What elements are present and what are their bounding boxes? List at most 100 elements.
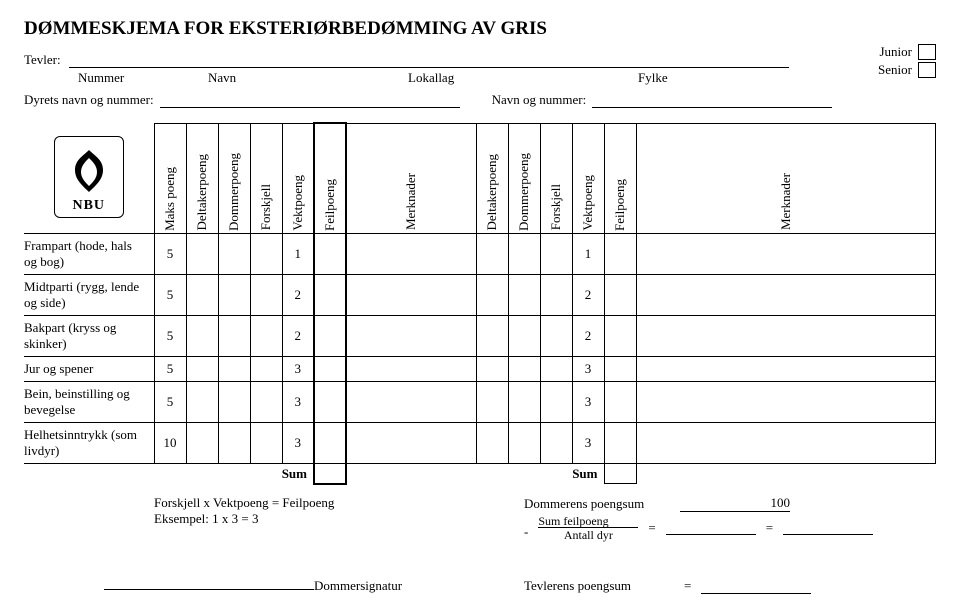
forskjell-cell-2[interactable] [540,233,572,274]
vekt-cell-2: 3 [572,422,604,463]
deltaker-cell-1[interactable] [186,233,218,274]
forskjell-cell-1[interactable] [250,381,282,422]
navn-nummer-label: Navn og nummer: [492,92,587,108]
scoring-table: NBU Maks poeng Deltakerpoeng Dommerpoeng… [24,122,936,485]
sum-cell-2[interactable] [604,463,636,484]
row-label: Jur og spener [24,356,154,381]
deltaker-cell-2[interactable] [476,274,508,315]
forskjell-cell-2[interactable] [540,422,572,463]
forskjell-cell-2[interactable] [540,274,572,315]
forskjell-cell-1[interactable] [250,356,282,381]
feil-cell-1[interactable] [314,274,346,315]
tevlerens-line: Tevlerens poengsum = [524,578,936,594]
feil-cell-2[interactable] [604,274,636,315]
merk-cell-1[interactable] [346,422,476,463]
forskjell-cell-2[interactable] [540,315,572,356]
sum-cell-1[interactable] [314,463,346,484]
feil-cell-1[interactable] [314,315,346,356]
merk-cell-2[interactable] [636,422,936,463]
col-forskjell-2: Forskjell [540,123,572,233]
dommer-cell-2[interactable] [508,274,540,315]
dyrets-label: Dyrets navn og nummer: [24,92,154,108]
feil-cell-2[interactable] [604,422,636,463]
maks-cell: 5 [154,381,186,422]
deltaker-cell-1[interactable] [186,315,218,356]
calc-result-2[interactable] [783,521,873,535]
dommer-cell-2[interactable] [508,233,540,274]
row-label: Bakpart (kryss og skinker) [24,315,154,356]
deltaker-cell-1[interactable] [186,422,218,463]
dommer-cell-1[interactable] [218,422,250,463]
feil-cell-1[interactable] [314,356,346,381]
deltaker-cell-2[interactable] [476,315,508,356]
tevlerens-result[interactable] [701,580,811,594]
tevler-sublabels: Nummer Navn Lokallag Fylke [78,70,936,86]
logo-text: NBU [72,198,105,214]
feil-cell-2[interactable] [604,356,636,381]
navn-nummer-line[interactable] [592,94,832,108]
dyrets-line[interactable] [160,94,460,108]
vekt-cell-1: 2 [282,274,314,315]
senior-checkbox[interactable] [918,62,936,78]
merk-cell-2[interactable] [636,233,936,274]
maks-cell: 5 [154,315,186,356]
dommer-cell-1[interactable] [218,315,250,356]
dommer-cell-2[interactable] [508,315,540,356]
forskjell-cell-1[interactable] [250,233,282,274]
merk-cell-1[interactable] [346,381,476,422]
feil-cell-1[interactable] [314,233,346,274]
deltaker-cell-2[interactable] [476,356,508,381]
dommer-cell-1[interactable] [218,233,250,274]
dommer-cell-1[interactable] [218,381,250,422]
footer-example: Forskjell x Vektpoeng = Feilpoeng Eksemp… [24,495,454,544]
merk-cell-2[interactable] [636,356,936,381]
forskjell-cell-2[interactable] [540,381,572,422]
maks-cell: 5 [154,356,186,381]
dommer-cell-2[interactable] [508,356,540,381]
merk-cell-1[interactable] [346,274,476,315]
row-label: Bein, beinstilling og bevegelse [24,381,154,422]
feil-cell-2[interactable] [604,381,636,422]
feil-cell-1[interactable] [314,422,346,463]
junior-checkbox[interactable] [918,44,936,60]
merk-cell-2[interactable] [636,315,936,356]
row-label: Frampart (hode, hals og bog) [24,233,154,274]
col-feil-2: Feilpoeng [604,123,636,233]
dommer-cell-1[interactable] [218,274,250,315]
signature-line[interactable] [104,589,314,590]
feil-cell-1[interactable] [314,381,346,422]
maks-cell: 10 [154,422,186,463]
deltaker-cell-2[interactable] [476,233,508,274]
feil-cell-2[interactable] [604,233,636,274]
vekt-cell-1: 1 [282,233,314,274]
dommer-cell-2[interactable] [508,381,540,422]
sub-lokallag: Lokallag [408,70,638,86]
deltaker-cell-2[interactable] [476,422,508,463]
feil-cell-2[interactable] [604,315,636,356]
tevler-line[interactable] [69,54,789,68]
maks-cell: 5 [154,274,186,315]
merk-cell-1[interactable] [346,356,476,381]
forskjell-cell-2[interactable] [540,356,572,381]
vekt-cell-1: 2 [282,315,314,356]
merk-cell-2[interactable] [636,274,936,315]
deltaker-cell-1[interactable] [186,274,218,315]
vekt-cell-2: 2 [572,274,604,315]
dommer-cell-1[interactable] [218,356,250,381]
forskjell-cell-1[interactable] [250,274,282,315]
merk-cell-1[interactable] [346,233,476,274]
forskjell-cell-1[interactable] [250,315,282,356]
col-dommer-2: Dommerpoeng [508,123,540,233]
calc-result-1[interactable] [666,521,756,535]
merk-cell-1[interactable] [346,315,476,356]
deltaker-cell-1[interactable] [186,356,218,381]
col-vekt-2: Vektpoeng [572,123,604,233]
merk-cell-2[interactable] [636,381,936,422]
forskjell-cell-1[interactable] [250,422,282,463]
logo-cell: NBU [24,123,154,233]
deltaker-cell-1[interactable] [186,381,218,422]
col-merk-1: Merknader [346,123,476,233]
vekt-cell-2: 1 [572,233,604,274]
dommer-cell-2[interactable] [508,422,540,463]
deltaker-cell-2[interactable] [476,381,508,422]
